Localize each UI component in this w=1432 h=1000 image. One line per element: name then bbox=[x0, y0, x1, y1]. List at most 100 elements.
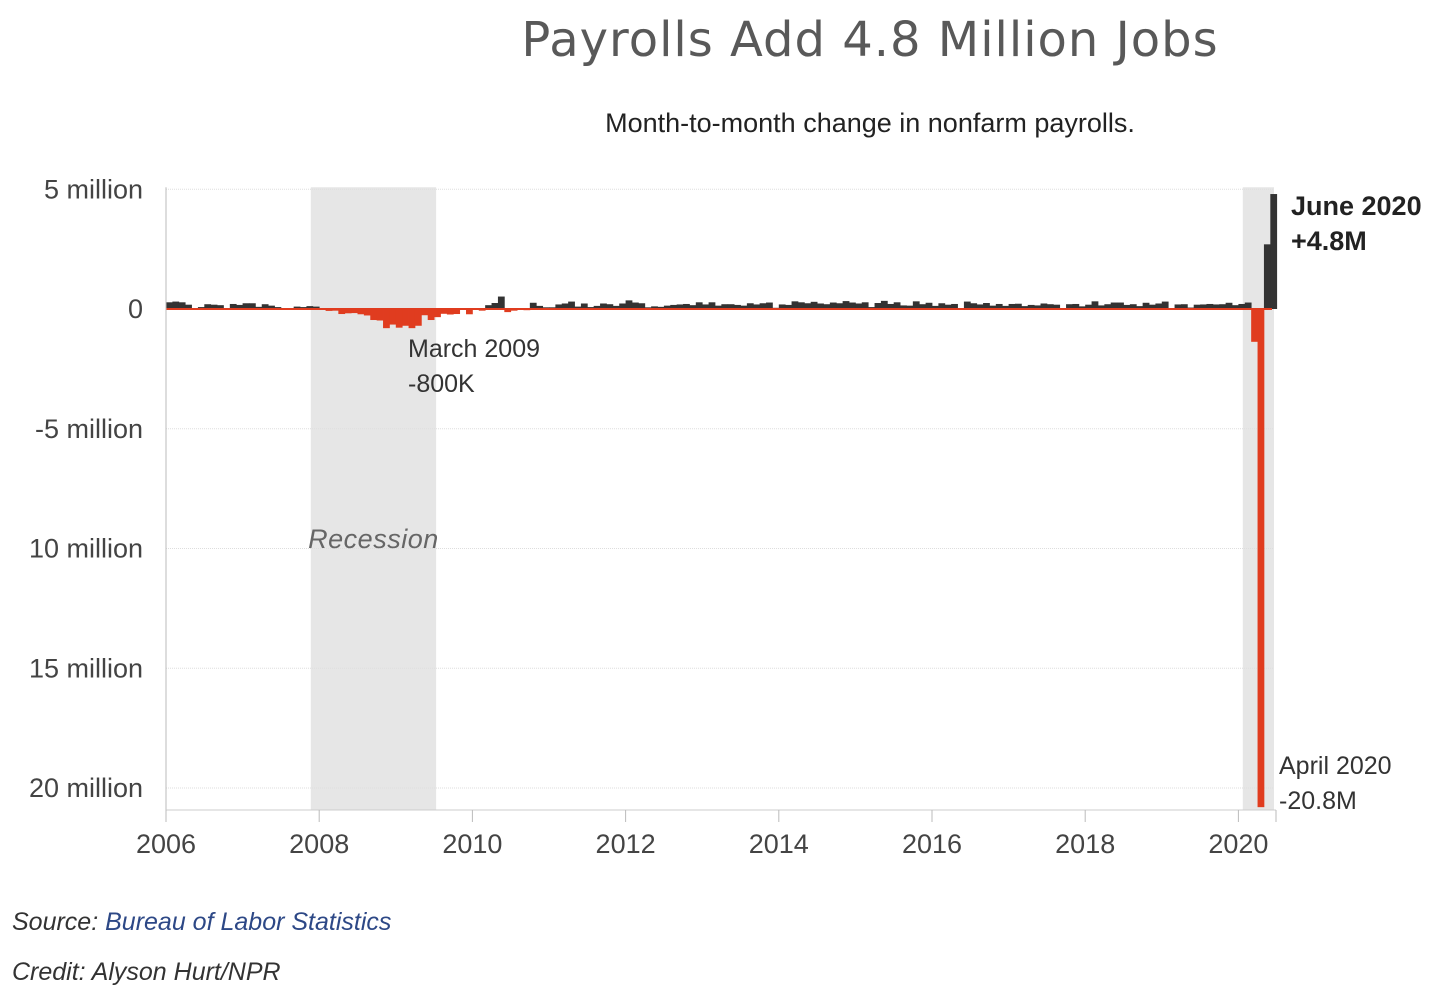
bar-positive bbox=[855, 303, 863, 309]
bar-positive bbox=[574, 306, 582, 309]
bar-positive bbox=[1212, 304, 1220, 309]
annotation-label: +4.8M bbox=[1291, 226, 1367, 256]
bar-positive bbox=[963, 301, 971, 309]
bar-positive bbox=[1180, 304, 1188, 309]
bar-positive bbox=[740, 305, 748, 309]
bar-positive bbox=[268, 305, 275, 309]
bar-positive bbox=[849, 302, 856, 309]
bar-positive bbox=[989, 305, 997, 309]
bar-positive bbox=[721, 304, 729, 309]
bar-positive bbox=[1078, 306, 1086, 309]
bar-positive bbox=[804, 303, 812, 309]
y-tick-label: 5 million bbox=[44, 174, 143, 204]
bar-positive bbox=[842, 301, 850, 309]
bar-negative bbox=[1257, 309, 1265, 808]
bar-negative bbox=[338, 309, 346, 315]
bar-negative bbox=[421, 309, 429, 316]
bar-positive bbox=[1155, 303, 1163, 309]
bar-positive bbox=[1085, 304, 1092, 309]
bar-negative bbox=[446, 309, 454, 315]
bar-positive bbox=[1129, 304, 1137, 309]
bar-positive bbox=[727, 304, 735, 309]
bar-positive bbox=[702, 304, 709, 309]
x-tick-label: 2010 bbox=[442, 829, 502, 859]
bar-positive bbox=[248, 303, 256, 309]
bar-negative bbox=[427, 309, 435, 321]
bar-positive bbox=[1270, 194, 1278, 309]
bar-positive bbox=[906, 305, 914, 309]
bar-positive bbox=[663, 305, 671, 309]
bar-positive bbox=[485, 305, 492, 309]
bar-positive bbox=[1097, 305, 1105, 309]
bar-positive bbox=[1123, 304, 1131, 309]
bar-positive bbox=[185, 304, 192, 309]
bar-positive bbox=[1136, 306, 1144, 309]
bar-positive bbox=[1034, 305, 1041, 309]
bar-positive bbox=[1053, 304, 1061, 309]
annotations: Recession March 2009 -800K April 2020 -20.8M… bbox=[308, 191, 1421, 815]
bar-positive bbox=[1263, 244, 1271, 309]
bar-positive bbox=[1027, 304, 1035, 309]
bar-positive bbox=[1002, 305, 1009, 309]
annotation-label: March 2009 bbox=[408, 335, 540, 363]
bar-positive bbox=[695, 302, 703, 309]
source-label: Source: bbox=[12, 908, 99, 936]
source-link[interactable]: Bureau of Labor Statistics bbox=[105, 908, 392, 936]
bar-positive bbox=[606, 304, 614, 309]
bar-positive bbox=[912, 301, 920, 309]
bar-positive bbox=[312, 306, 320, 309]
bar-positive bbox=[1046, 304, 1054, 309]
bar-positive bbox=[619, 303, 626, 309]
bar-negative bbox=[434, 309, 441, 318]
bar-positive bbox=[242, 303, 250, 309]
bar-positive bbox=[1014, 303, 1022, 309]
bar-positive bbox=[759, 303, 767, 309]
bar-negative bbox=[344, 309, 352, 314]
bar-positive bbox=[791, 301, 799, 309]
bar-positive bbox=[229, 303, 237, 309]
bar-positive bbox=[568, 301, 575, 309]
y-tick-label: 20 million bbox=[29, 773, 143, 803]
bar-positive bbox=[1225, 302, 1233, 309]
x-tick-label: 2020 bbox=[1208, 829, 1268, 859]
bar-positive bbox=[236, 304, 243, 309]
bar-positive bbox=[900, 305, 907, 309]
y-tick-label: 10 million bbox=[29, 534, 143, 564]
bar-negative bbox=[504, 309, 512, 313]
y-tick-label: 0 bbox=[128, 294, 143, 324]
bars bbox=[166, 194, 1278, 808]
bar-positive bbox=[1174, 304, 1182, 309]
bar-positive bbox=[785, 304, 792, 309]
bar-positive bbox=[210, 304, 218, 309]
recession-band bbox=[310, 187, 437, 810]
bar-positive bbox=[1110, 302, 1118, 309]
x-tick-label: 2006 bbox=[136, 829, 196, 859]
bar-positive bbox=[1149, 304, 1156, 309]
bar-positive bbox=[829, 302, 837, 309]
bar-positive bbox=[817, 303, 824, 309]
bar-positive bbox=[874, 303, 882, 309]
bar-positive bbox=[893, 302, 901, 309]
y-tick-label: 15 million bbox=[29, 653, 143, 683]
bar-negative bbox=[440, 309, 448, 314]
bar-positive bbox=[1200, 304, 1207, 309]
bar-negative bbox=[363, 309, 371, 316]
bar-positive bbox=[1238, 303, 1246, 309]
bar-positive bbox=[983, 303, 990, 309]
bar-positive bbox=[612, 305, 620, 309]
bar-positive bbox=[995, 303, 1003, 309]
bar-negative bbox=[395, 309, 403, 328]
x-tick-label: 2008 bbox=[289, 829, 349, 859]
annotation-label: April 2020 bbox=[1279, 752, 1392, 780]
bar-positive bbox=[555, 304, 563, 309]
bar-positive bbox=[1193, 304, 1201, 309]
x-tick-label: 2012 bbox=[596, 829, 656, 859]
bar-positive bbox=[600, 303, 607, 309]
bar-positive bbox=[970, 303, 978, 309]
bar-negative bbox=[389, 309, 397, 325]
bar-positive bbox=[670, 304, 678, 309]
source-line: Source: Bureau of Labor Statistics bbox=[12, 908, 391, 937]
bar-positive bbox=[836, 303, 844, 309]
bar-positive bbox=[1091, 301, 1099, 309]
bar-positive bbox=[1040, 303, 1048, 309]
